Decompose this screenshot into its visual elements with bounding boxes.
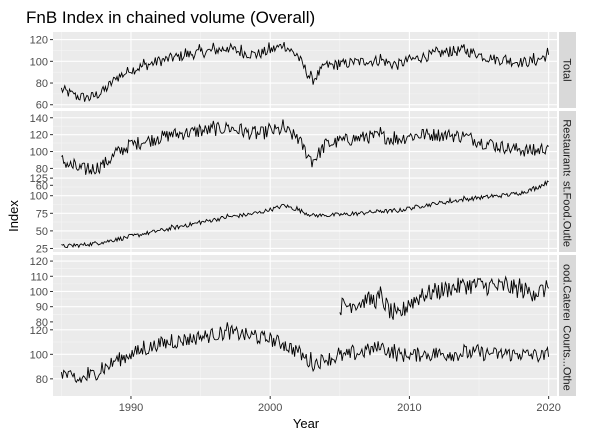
series-line [60, 322, 550, 384]
facet-panel-1: 60 80 100 120 Total [30, 32, 576, 112]
facet-strip-label: Courts...Othe [561, 325, 573, 390]
y-tick-label: 100 [30, 286, 48, 298]
x-tick-label: 2010 [397, 402, 421, 414]
y-tick-label: 80 [36, 374, 48, 386]
facet-strip-label: Restaurants [561, 119, 573, 179]
y-tick-label: 120 [30, 35, 48, 47]
facet-strip [559, 255, 576, 331]
facet-strip [559, 32, 576, 108]
y-tick-label: 120 [30, 130, 48, 142]
y-tick-label: 75 [36, 208, 48, 220]
chart-title: FnB Index in chained volume (Overall) [26, 8, 315, 27]
y-tick-label: 90 [36, 302, 48, 314]
y-tick-label: 120 [30, 256, 48, 268]
y-tick-label: 100 [30, 349, 48, 361]
y-tick-label: 60 [36, 180, 48, 192]
x-axis-title: Year [293, 416, 320, 431]
facet-strip [559, 111, 576, 187]
y-tick-label: 110 [30, 271, 48, 283]
x-tick-label: 2020 [536, 402, 560, 414]
series-line [61, 179, 549, 249]
facet-strip-label: ood.Caterer [561, 264, 573, 322]
facet-strip [559, 320, 576, 396]
series-line [61, 119, 549, 175]
facet-panels: 6080100120Total6080100120140Restaurants2… [30, 32, 576, 396]
facet-panel-2: 60 80 100 120 140 Restaurants [30, 111, 576, 192]
y-tick-label: 100 [30, 147, 48, 159]
y-tick-label: 80 [36, 78, 48, 90]
y-tick-label: 125 [30, 173, 48, 185]
x-tick-label: 1990 [119, 402, 143, 414]
y-tick-label: 25 [36, 243, 48, 255]
y-tick-label: 60 [36, 100, 48, 112]
y-tick-label: 140 [30, 113, 48, 125]
facet-panel-5: 80 100 120 Courts...Othe [30, 320, 576, 396]
y-tick-label: 50 [36, 226, 48, 238]
y-tick-label: 80 [36, 163, 48, 175]
y-tick-label: 80 [36, 317, 48, 329]
facet-panel-4: 80 90 100 110 120 ood.Caterer [30, 255, 576, 331]
y-axis-title: Index [6, 200, 21, 232]
facet-strip-label: Total [561, 58, 573, 81]
y-tick-label: 120 [30, 325, 48, 337]
y-tick-label: 100 [30, 191, 48, 203]
series-line [60, 41, 550, 102]
y-tick-label: 100 [30, 56, 48, 68]
facet-strip-label: st.Food.Outle [561, 181, 573, 247]
x-tick-label: 2000 [258, 402, 282, 414]
facet-panel-3: 25 50 75 100 125 st.Food.Outle [30, 173, 576, 255]
x-axis: 1990 2000 2010 2020 [119, 396, 561, 414]
series-line [339, 275, 549, 320]
panel-background [53, 255, 557, 331]
facet-strip [559, 176, 576, 252]
